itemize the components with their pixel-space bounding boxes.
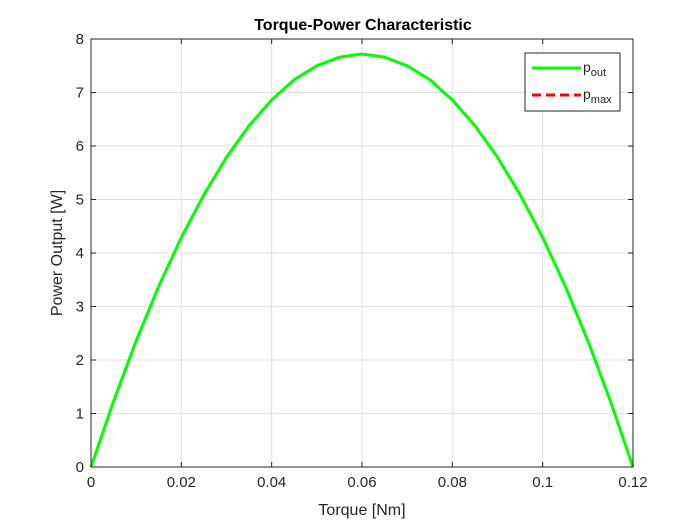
y-tick-label: 4 [76,245,84,262]
y-tick-label: 6 [76,138,84,155]
legend-box [524,52,621,112]
x-tick-label: 0.06 [347,474,376,491]
series-line-out [89,52,635,468]
x-tick-label: 0.08 [438,474,467,491]
y-tick-label: 8 [76,31,84,48]
y-axis-label: Power Output [W] [49,190,66,316]
x-axis-label: Torque [Nm] [318,502,405,519]
y-tick-label: 7 [76,85,84,102]
x-tick-label: 0.02 [167,474,196,491]
y-tick-label: 0 [76,459,84,476]
x-tick-label: 0.04 [257,474,286,491]
legend-entry-out: pout [583,59,606,79]
y-tick-label: 1 [76,406,84,423]
y-tick-label: 3 [76,299,84,316]
chart-title: Torque-Power Characteristic [254,17,472,34]
legend: pout pmax [524,52,621,112]
y-tick-label: 5 [76,192,84,209]
y-tick-label: 2 [76,352,84,369]
legend-entry-max: pmax [583,86,612,106]
x-tick-label: 0.12 [618,474,647,491]
series-layer [89,52,635,468]
x-tick-label: 0 [87,474,95,491]
x-tick-label: 0.1 [532,474,553,491]
axis-ticks: 0 0.02 0.04 0.06 0.08 0.1 0.12 0 1 2 3 4 5 6 7 8 [76,31,648,491]
